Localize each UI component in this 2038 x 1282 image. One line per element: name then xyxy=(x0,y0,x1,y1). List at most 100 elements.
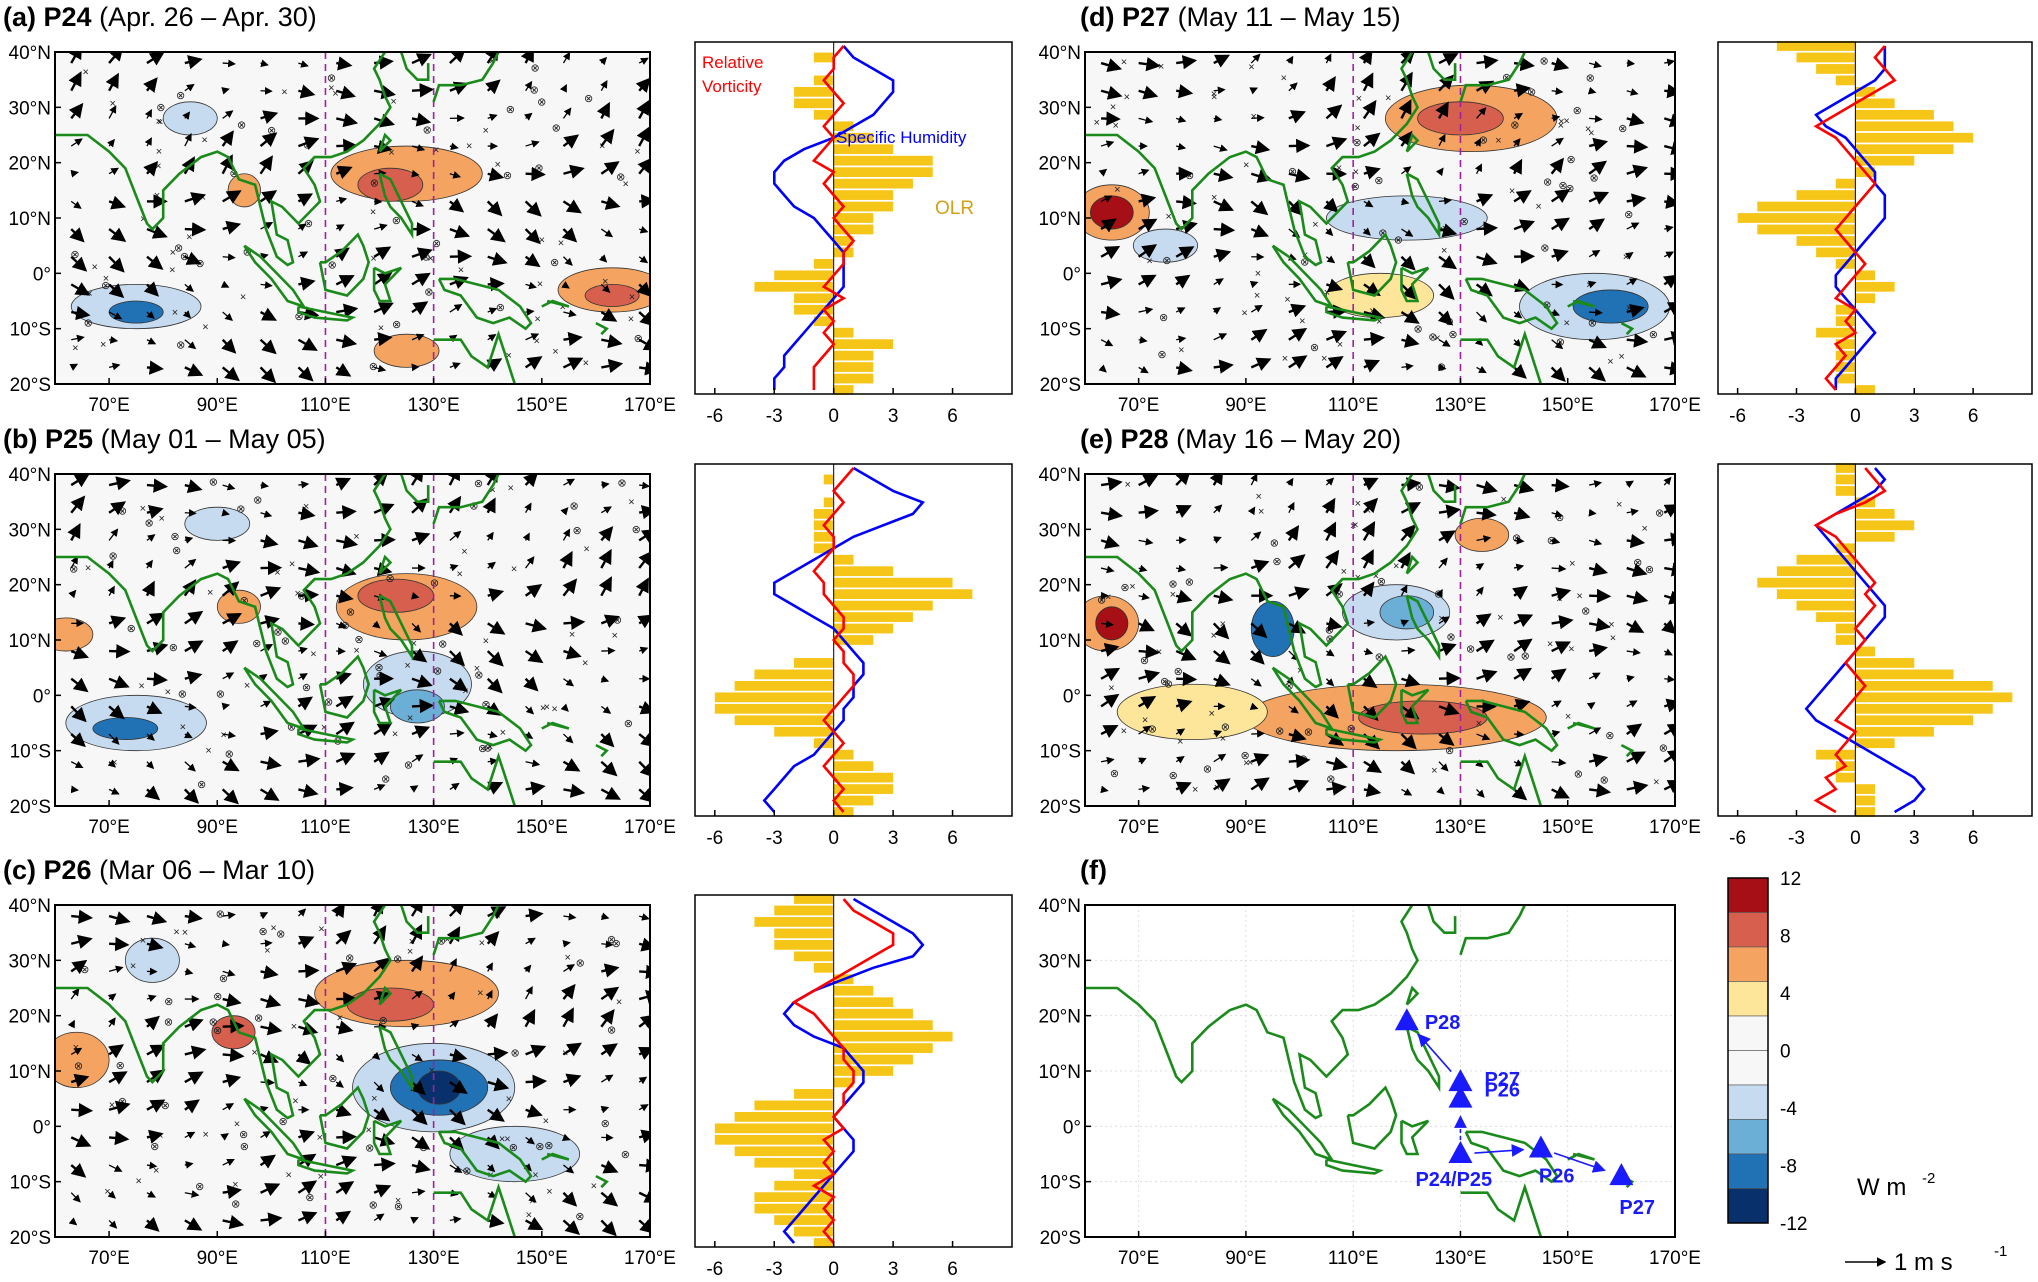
olr-bar xyxy=(833,600,933,611)
olr-bar xyxy=(1855,281,1895,292)
wind-vector xyxy=(525,1216,544,1231)
olr-bar xyxy=(833,761,874,772)
significance-marker: × xyxy=(100,339,106,351)
wind-vector xyxy=(563,615,586,631)
significance-marker: ⊗ xyxy=(109,551,118,563)
coastline xyxy=(372,1119,403,1156)
wind-vector xyxy=(1213,222,1236,237)
wind-vector xyxy=(600,1043,618,1058)
significance-marker: ⊗ xyxy=(1394,234,1403,246)
wind-vector xyxy=(1588,672,1601,680)
significance-marker: ⊗ xyxy=(118,505,127,517)
olr-bar xyxy=(833,623,894,634)
wind-vector xyxy=(449,677,469,692)
wind-vector xyxy=(295,1050,312,1065)
significance-marker: ⊗ xyxy=(1284,680,1293,692)
wind-vector xyxy=(259,912,269,920)
lon-tick-label: 70°E xyxy=(88,817,129,838)
wind-vector xyxy=(1100,693,1120,708)
profile-panel-d: -6 -3 0 3 6 xyxy=(1717,41,2033,427)
wind-vector xyxy=(563,1164,575,1174)
coastline xyxy=(433,752,517,806)
wind-vector xyxy=(146,255,164,270)
wind-vector xyxy=(1251,114,1265,122)
wind-vector xyxy=(335,224,345,232)
wind-vector xyxy=(563,309,577,318)
significance-marker: × xyxy=(1547,639,1553,651)
wind-vector xyxy=(297,935,315,950)
wind-vector xyxy=(598,254,608,263)
significance-marker: ⊗ xyxy=(569,501,578,513)
significance-marker: × xyxy=(534,314,540,326)
wind-vector xyxy=(449,905,466,917)
lon-tick-label: 110°E xyxy=(300,1248,351,1269)
significance-marker: ⊗ xyxy=(1168,579,1177,591)
wind-vector xyxy=(1138,696,1157,710)
wind-vector xyxy=(449,275,469,290)
wind-vector xyxy=(596,101,610,119)
wind-vector xyxy=(1663,749,1675,764)
wind-vector xyxy=(600,1074,614,1083)
coastline xyxy=(1405,594,1441,662)
vorticity-line xyxy=(812,467,855,813)
significance-marker: × xyxy=(1373,570,1379,582)
significance-marker: ⊗ xyxy=(236,504,245,516)
wind-vector xyxy=(1438,255,1458,270)
wind-vector xyxy=(638,937,650,952)
significance-marker: ⊗ xyxy=(575,1211,584,1223)
wind-vector xyxy=(1362,477,1379,491)
wind-vector xyxy=(1551,615,1574,630)
olr-bar xyxy=(1855,293,1875,304)
significance-marker: ⊗ xyxy=(213,1025,222,1037)
wind-vector xyxy=(1288,303,1307,318)
significance-marker: × xyxy=(1355,498,1361,510)
wind-vector xyxy=(449,224,471,239)
wind-vector xyxy=(1551,510,1564,518)
significance-marker: × xyxy=(109,1100,115,1112)
wind-vector xyxy=(184,640,204,654)
wind-vector xyxy=(560,1007,574,1028)
wind-vector xyxy=(336,621,347,629)
olr-bar xyxy=(794,894,834,904)
wind-vector xyxy=(1138,757,1147,765)
wind-vector xyxy=(260,756,282,771)
wind-vector xyxy=(1587,280,1597,289)
significance-marker: ⊗ xyxy=(632,524,641,536)
significance-marker: × xyxy=(628,496,634,508)
wind-vector xyxy=(69,363,79,371)
significance-marker: × xyxy=(1121,57,1127,69)
wind-vector xyxy=(108,965,124,974)
wind-vector xyxy=(1250,328,1268,343)
map-panel-d: ××⊗⊗××⊗⊗⊗×××××⊗××××××⊗××⊗×⊗××⊗⊗⊗×⊗×⊗×⊗⊗×… xyxy=(1039,43,1701,416)
wind-vector xyxy=(522,1008,536,1028)
olr-bar xyxy=(794,658,834,668)
coastline xyxy=(1400,688,1430,725)
coastline xyxy=(437,277,533,331)
wind-vector xyxy=(638,1014,650,1029)
olr-bar xyxy=(1855,385,1875,395)
olr-bar xyxy=(1796,52,1856,63)
lat-tick-label: 10°S xyxy=(1040,742,1081,763)
significance-marker: × xyxy=(1569,558,1575,570)
coastline xyxy=(378,594,414,661)
wind-vector xyxy=(1288,753,1311,769)
coastline xyxy=(378,554,393,575)
coastline xyxy=(1459,52,1526,103)
lat-tick-label: 40°N xyxy=(9,43,51,64)
wind-vector xyxy=(143,77,158,93)
wind-vector xyxy=(525,1192,537,1203)
lon-tick-label: 70°E xyxy=(1118,817,1159,838)
significance-marker: × xyxy=(483,125,489,137)
significance-marker: ⊗ xyxy=(404,760,413,772)
wind-vector xyxy=(1175,504,1192,518)
wind-vector xyxy=(108,1219,118,1229)
wind-vector xyxy=(373,1132,396,1147)
significance-marker: × xyxy=(433,144,439,156)
significance-marker: × xyxy=(130,961,136,973)
wind-vector xyxy=(1550,189,1571,204)
coastline xyxy=(1427,905,1457,934)
wind-vector xyxy=(1249,87,1259,95)
significance-marker: × xyxy=(474,663,480,675)
wind-vector xyxy=(486,531,494,541)
significance-marker: ⊗ xyxy=(150,1141,159,1153)
